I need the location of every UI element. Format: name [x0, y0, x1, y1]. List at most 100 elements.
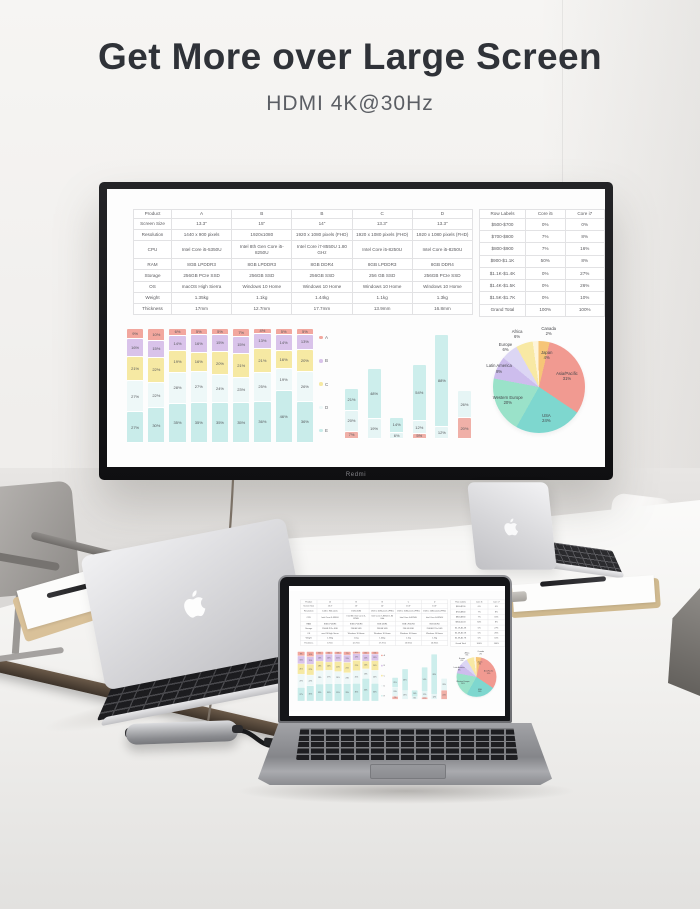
table-cell: 256GB SSD — [291, 269, 353, 282]
pie-label-name: Europe — [498, 341, 513, 347]
bar-segment: 12% — [431, 694, 438, 700]
table-cell: $1.5K-$1.7K — [479, 291, 526, 305]
spreadsheet-dashboard: Product A B B C D Screen Size 13.3" 15" 14" 13.3" 1… — [107, 189, 605, 467]
table-cell: 17.7mm — [291, 302, 353, 316]
page-subtitle: HDMI 4K@30Hz — [266, 92, 434, 115]
bar-segment: 5% — [296, 329, 313, 335]
table-cell: Storage — [133, 269, 172, 282]
table-cell: 1440 x 900 pixels — [170, 228, 233, 241]
table-row: $800-$900 7% 16% — [450, 614, 505, 620]
bar-segment: 54% — [412, 365, 426, 422]
table-cell: 13.3" — [170, 217, 233, 230]
bar-segment: 14% — [362, 654, 370, 662]
macbook-left — [47, 512, 349, 745]
stacked-bar: 4% 13% 21% 25% 36% — [254, 329, 271, 443]
bar-segment: 27% — [297, 674, 305, 688]
stacked-bar-chart: 9% 16% 21% 27% 27% 10% 15% 22% 22% 30% 6% 14% 19% 28%… — [127, 329, 313, 443]
table-cell: 8% — [564, 254, 605, 268]
bar-segment: 19% — [316, 661, 324, 671]
table-cell: Windows 10 Home — [291, 280, 353, 293]
table-cell: $900-$1.1K — [479, 254, 526, 268]
bar-segment: 27% — [127, 412, 144, 443]
legend-label: D — [325, 404, 329, 410]
pie-label-value: 31% — [562, 376, 572, 382]
bar-segment: 12% — [435, 426, 449, 439]
bar-segment: 48% — [402, 669, 408, 691]
bar-segment: 27% — [190, 371, 207, 403]
pie-label-name: Asia/Pacific — [556, 370, 578, 376]
bar-segment: 7% — [345, 431, 358, 439]
pie-label-name: USA — [477, 688, 482, 691]
stacked-bar: 10% 15% 22% 22% 30% — [148, 329, 165, 443]
table-cell: 7% — [525, 242, 566, 256]
bar-segment: 21% — [233, 353, 250, 378]
spec-table: Product A B B C D Screen Size 13.3" 15" 14" 13.3" 1… — [133, 209, 474, 316]
table-cell: CPU — [133, 239, 172, 260]
pie-label-name: Asia/Pacific — [483, 669, 494, 673]
table-row: Thickness 17mm 12.7mm 17.7mm 13.9mm 16.8mm — [133, 302, 474, 316]
table-cell: 0% — [525, 266, 566, 281]
bar-segment: 15% — [306, 656, 314, 665]
bar-segment: 36% — [371, 683, 379, 702]
bar-segment: 4% — [254, 329, 271, 334]
legend-item: E — [381, 695, 385, 697]
bar-segment: 27% — [297, 687, 305, 702]
table-row: $700-$800 7% 8% — [479, 230, 605, 244]
bar-segment: 27% — [127, 381, 144, 413]
pie-label-name: Western Europe — [492, 394, 523, 400]
table-cell: 26% — [487, 630, 505, 636]
column-bar: 54% 12% 5% — [412, 335, 426, 439]
bar-segment: 46% — [362, 678, 370, 702]
pie-slice-label: Western Europe 20% — [455, 680, 471, 685]
table-row: Thickness 17mm 12.7mm 17.7mm 13.9mm 16.8mm — [300, 640, 448, 646]
legend-item: C — [319, 382, 328, 387]
bar-segment: 24% — [334, 671, 342, 684]
pie-slice-label: USA 24% — [472, 688, 488, 693]
table-cell: 8% — [487, 608, 505, 615]
bar-segment: 35% — [169, 403, 186, 443]
table-cell: Intel Core i5-8250U — [395, 613, 422, 622]
data-table: Product A B B C D Screen Size 13.3" 15" 14" 13.3" 1… — [133, 209, 474, 316]
pie-label-value: 31% — [486, 672, 491, 675]
column-bar: 14% 6% — [411, 654, 418, 700]
price-table: Row Labels Core i5 Core i7 $500-$700 0% 0% $70… — [479, 209, 605, 318]
bar-segment: 22% — [306, 664, 314, 676]
stacked-bar: 5% 13% 20% 26% 36% — [371, 651, 379, 702]
bar-segment: 20% — [457, 418, 471, 439]
bar-segment: 35% — [190, 402, 207, 443]
pie-slice-label: Africa 6% — [499, 329, 535, 340]
legend-label: A — [383, 654, 385, 657]
bar-segment: 10% — [306, 651, 314, 657]
chair-base — [0, 646, 65, 664]
legend-label: D — [383, 684, 386, 687]
table-header-cell: Core i7 — [564, 209, 605, 219]
bar-segment: 27% — [325, 670, 333, 684]
table-row: $500-$700 0% 0% — [479, 217, 605, 232]
table-cell: 13.9mm — [351, 302, 413, 316]
table-row: Storage 256GB PCIe SSD 256GB SSD 256GB SSD 2… — [300, 625, 448, 632]
table-cell: 10% — [564, 291, 605, 305]
table-header-cell: A — [170, 209, 233, 219]
bar-segment: 24% — [211, 375, 229, 403]
table-cell: 7% — [525, 230, 566, 244]
pie-label-value: 2% — [545, 331, 552, 337]
pie-label-value: 4% — [543, 355, 550, 361]
stacked-bar: 5% 14% 16% 19% 46% — [362, 651, 370, 702]
bar-segment: 20% — [392, 687, 398, 697]
bar-segment: 23% — [233, 377, 250, 404]
table-row: Grand Total 100% 100% — [450, 640, 505, 647]
bar-segment: 22% — [148, 383, 165, 409]
bar-segment: 12% — [421, 691, 428, 698]
table-cell: Windows 10 Home — [231, 280, 293, 293]
table-cell: 15" — [231, 217, 293, 230]
table-row: Resolution 1440 x 900 pixels 1920x1080 1920… — [133, 228, 474, 241]
bar-segment: 21% — [254, 348, 271, 373]
pie-label-value: 20% — [461, 682, 465, 685]
table-cell: Windows 10 Home — [351, 280, 413, 293]
table-header-cell: D — [411, 209, 474, 219]
stacked-bar: 5% 14% 16% 19% 46% — [275, 329, 292, 443]
legend-dot — [381, 664, 383, 667]
tv-brand-label: Redmi — [345, 472, 367, 478]
center-laptop: Product A B B C D Screen Size 13.3" 15" 14" 13.3" 1… — [236, 566, 576, 806]
bar-segment: 25% — [254, 372, 271, 402]
